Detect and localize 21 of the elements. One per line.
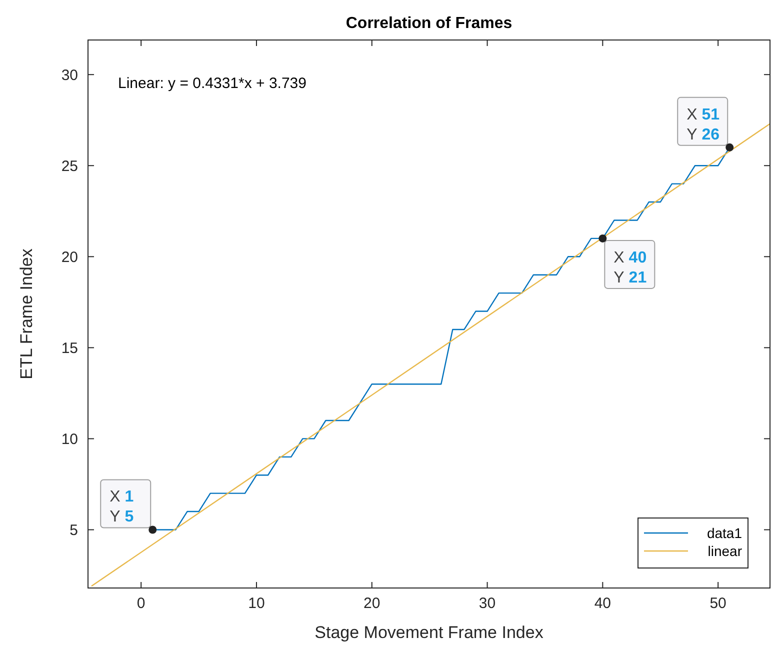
x-tick-label: 50	[710, 595, 726, 612]
x-tick-label: 0	[136, 595, 146, 612]
x-axis-title: Stage Movement Frame Index	[314, 623, 544, 642]
y-tick-label: 20	[61, 248, 78, 266]
x-tick-label: 20	[364, 595, 380, 612]
y-tick-label: 25	[61, 158, 78, 175]
y-tick-label: 10	[61, 430, 78, 448]
annotation: X 1 Y 5	[110, 488, 134, 526]
x-tick-label: 30	[478, 595, 496, 612]
y-tick-label: 30	[61, 66, 78, 84]
x-tick-label: 10	[248, 595, 265, 612]
y-tick-label: 5	[70, 522, 78, 539]
annotation: X 51 Y 26	[686, 106, 720, 144]
annotation: X 40 Y 21	[614, 249, 647, 286]
legend-label: linear	[708, 542, 742, 559]
x-tick-label: 40	[594, 595, 612, 612]
y-tick-label: 15	[61, 340, 78, 357]
legend-label: data1	[706, 524, 742, 541]
annotation: Linear: y = 0.4331*x + 3.739	[118, 75, 306, 92]
y-axis-title: ETL Frame Index	[17, 248, 36, 380]
chart-title: Correlation of Frames	[346, 15, 512, 32]
